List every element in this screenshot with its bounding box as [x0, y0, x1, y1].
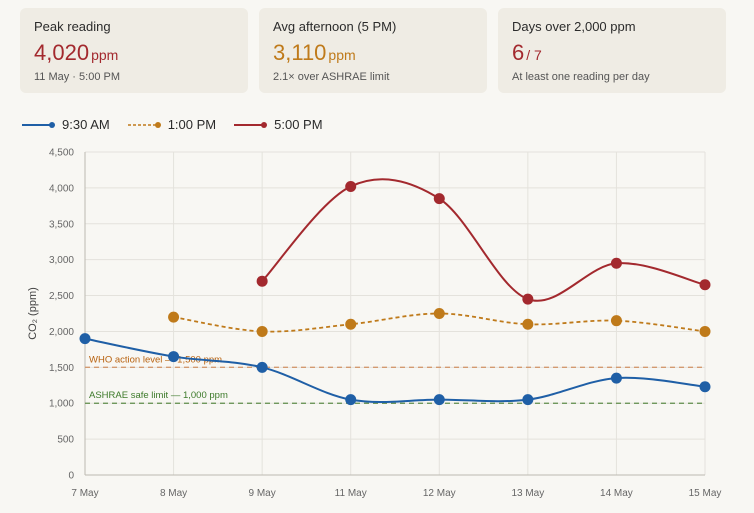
kpi-label: Avg afternoon (5 PM): [273, 19, 397, 34]
y-tick-label: 3,500: [49, 219, 74, 230]
legend-item-morning[interactable]: 9:30 AM: [22, 117, 110, 132]
reference-line-label: ASHRAE safe limit — 1,000 ppm: [89, 390, 228, 401]
kpi-unit: ppm: [91, 47, 119, 63]
kpi-number: 3,110: [273, 40, 327, 65]
x-tick-label: 8 May: [160, 488, 187, 499]
kpi-value: 4,020 ppm: [34, 40, 234, 68]
x-tick-label: 7 May: [71, 488, 98, 499]
y-tick-label: 1,000: [49, 399, 74, 410]
y-tick-label: 0: [68, 471, 74, 482]
kpi-subtext: 11 May · 5:00 PM: [34, 71, 120, 83]
data-point[interactable]: [345, 394, 357, 406]
kpi-card-avg-afternoon: Avg afternoon (5 PM) 3,110 ppm 2.1× over …: [259, 8, 487, 93]
series-line-5-00-pm: [261, 178, 706, 302]
chart-legend: 9:30 AM 1:00 PM 5:00 PM: [22, 117, 323, 132]
legend-dashed-line-icon: [127, 121, 161, 128]
x-tick-label: 15 May: [689, 488, 722, 499]
y-tick-label: 1,500: [49, 363, 74, 374]
data-point[interactable]: [345, 180, 357, 192]
reference-line-label: WHO action level — 1,500 ppm: [89, 354, 222, 365]
data-point[interactable]: [256, 361, 268, 373]
data-point[interactable]: [610, 372, 622, 384]
kpi-label: Peak reading: [34, 19, 111, 34]
data-point[interactable]: [610, 315, 622, 327]
kpi-subtext: At least one reading per day: [512, 71, 650, 83]
x-tick-label: 14 May: [600, 488, 633, 499]
kpi-subtext: 2.1× over ASHRAE limit: [273, 71, 390, 83]
data-point[interactable]: [610, 257, 622, 269]
y-tick-label: 4,500: [49, 148, 74, 159]
y-tick-label: 4,000: [49, 183, 74, 194]
x-tick-label: 12 May: [423, 488, 456, 499]
legend-label: 1:00 PM: [167, 117, 217, 132]
data-point[interactable]: [256, 275, 268, 287]
data-point[interactable]: [79, 333, 91, 345]
data-point[interactable]: [345, 318, 357, 330]
data-point[interactable]: [433, 394, 445, 406]
y-tick-label: 2,500: [49, 291, 74, 302]
data-point[interactable]: [256, 325, 268, 337]
kpi-card-days-over: Days over 2,000 ppm 6/ 7 At least one re…: [498, 8, 726, 93]
kpi-value: 6/ 7: [512, 40, 712, 68]
kpi-unit: ppm: [328, 47, 356, 63]
data-point[interactable]: [168, 351, 180, 363]
y-tick-label: 2,000: [49, 327, 74, 338]
kpi-card-peak: Peak reading 4,020 ppm 11 May · 5:00 PM: [20, 8, 248, 93]
kpi-value: 3,110 ppm: [273, 40, 473, 68]
x-tick-label: 9 May: [249, 488, 276, 499]
x-tick-label: 11 May: [335, 488, 367, 499]
legend-item-afternoon[interactable]: 5:00 PM: [234, 117, 323, 132]
kpi-number: 6: [512, 40, 525, 65]
kpi-unit: / 7: [526, 47, 542, 63]
legend-line-icon: [22, 121, 55, 128]
data-point[interactable]: [168, 311, 180, 323]
data-point[interactable]: [522, 394, 534, 406]
legend-line-icon: [234, 121, 268, 128]
data-point[interactable]: [699, 381, 711, 393]
kpi-label: Days over 2,000 ppm: [512, 19, 636, 34]
data-point[interactable]: [522, 293, 534, 305]
kpi-number: 4,020: [34, 40, 90, 65]
data-point[interactable]: [522, 318, 534, 330]
data-point[interactable]: [433, 308, 445, 319]
legend-item-midday[interactable]: 1:00 PM: [127, 117, 217, 132]
y-tick-label: 3,000: [49, 255, 74, 266]
data-point[interactable]: [433, 193, 445, 205]
data-point[interactable]: [699, 279, 711, 291]
series-line-9-30-am: [84, 337, 706, 404]
y-tick-label: 500: [57, 435, 74, 446]
y-axis-title: CO₂ (ppm): [27, 287, 39, 340]
legend-label: 5:00 PM: [274, 117, 323, 132]
x-tick-label: 13 May: [511, 488, 544, 499]
legend-label: 9:30 AM: [62, 117, 110, 132]
data-point[interactable]: [699, 325, 711, 337]
